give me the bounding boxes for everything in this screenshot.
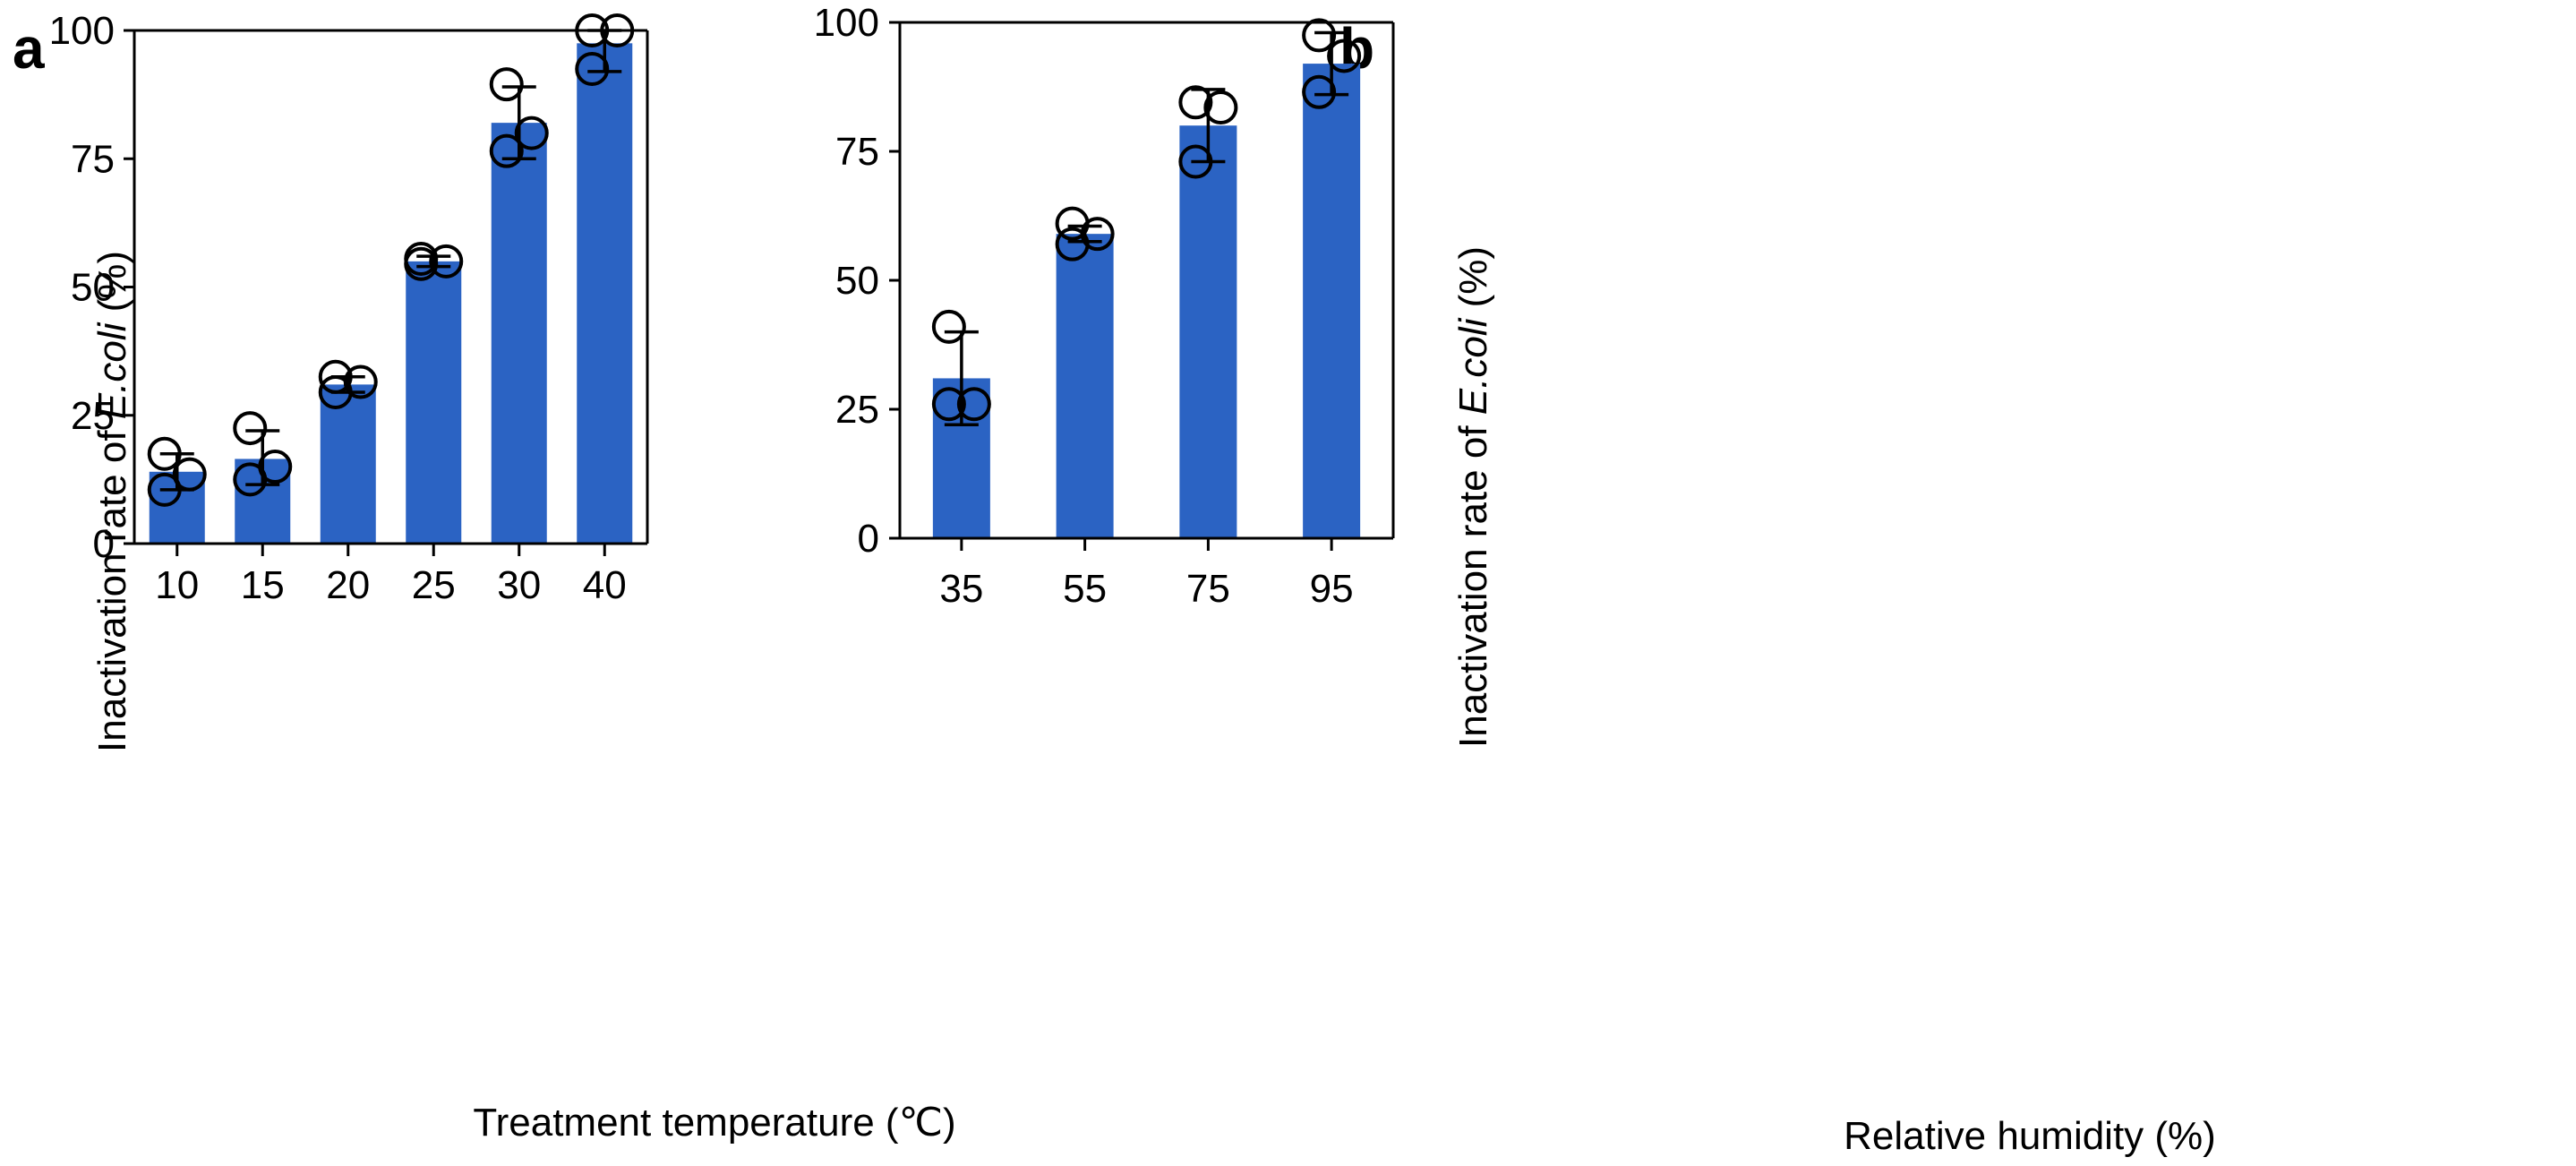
panel-b-x-tick-label-35: 35 bbox=[939, 567, 983, 611]
panel-b-y-tick-label-100: 100 bbox=[814, 1, 879, 45]
panel-a-point-30-3 bbox=[514, 116, 549, 150]
panel-a-bar-20 bbox=[320, 384, 376, 544]
panel-b-y-axis-label-italic: E.coli bbox=[1451, 317, 1495, 415]
panel-a-point-15-1 bbox=[233, 411, 268, 446]
panel-b-y-tick-label-50: 50 bbox=[835, 259, 879, 303]
panel-b-point-35-3 bbox=[956, 387, 991, 422]
panel-a-point-20-1 bbox=[318, 359, 353, 394]
panel-a-y-tick-label-100: 100 bbox=[49, 9, 115, 53]
panel-a-x-tick-label-20: 20 bbox=[326, 563, 370, 607]
panel-b-plot-area: 0 25 50 75 100 35 55 75 95 bbox=[814, 1, 1395, 611]
panel-a-bar-25 bbox=[406, 261, 462, 544]
panel-b-x-axis-label: Relative humidity (%) bbox=[1844, 1114, 2216, 1158]
panel-b-y-axis-label: Inactivation rate of E.coli (%) bbox=[1451, 246, 1495, 748]
panel-b-x-tick-label-75: 75 bbox=[1186, 567, 1230, 611]
panel-a-y-tick-label-75: 75 bbox=[71, 137, 115, 181]
panel-a-y-axis-label-suffix: (%) bbox=[90, 251, 134, 323]
panel-a-x-axis-label: Treatment temperature (℃) bbox=[473, 1101, 955, 1145]
panel-a-plot-area: 0 25 50 75 100 10 15 20 25 30 40 bbox=[49, 9, 649, 607]
panel-b-point-75-1 bbox=[1178, 85, 1213, 120]
panel-b-point-95-2 bbox=[1302, 74, 1337, 109]
panel-a-point-40-2 bbox=[575, 51, 610, 86]
panel-a-point-30-1 bbox=[489, 67, 524, 102]
panel-a: a 0 25 50 75 100 10 15 20 25 30 40 Treatment tempe… bbox=[13, 9, 956, 1145]
panel-b-y-tick-label-25: 25 bbox=[835, 388, 879, 432]
panel-b-point-55-3 bbox=[1080, 217, 1115, 252]
panel-b-y-tick-label-75: 75 bbox=[835, 130, 879, 174]
panel-b-point-95-1 bbox=[1302, 18, 1337, 53]
panel-b-x-tick-label-95: 95 bbox=[1310, 567, 1354, 611]
panel-a-point-30-2 bbox=[489, 133, 524, 168]
panel-a-bar-30 bbox=[491, 123, 547, 544]
panel-a-x-tick-label-40: 40 bbox=[583, 563, 627, 607]
panel-a-x-tick-label-15: 15 bbox=[241, 563, 285, 607]
panel-b-y-tick-label-0: 0 bbox=[858, 517, 879, 561]
panel-a-x-tick-label-10: 10 bbox=[155, 563, 199, 607]
panel-b-y-axis-label-suffix: (%) bbox=[1451, 246, 1495, 319]
panel-b-bar-95 bbox=[1303, 64, 1361, 538]
panel-a-letter: a bbox=[13, 16, 45, 81]
panel-b-y-axis-label-prefix: Inactivation rate of bbox=[1451, 415, 1495, 748]
panel-a-bar-40 bbox=[577, 43, 633, 544]
panel-a-y-tick-label-50: 50 bbox=[71, 266, 115, 310]
panel-b-point-35-1 bbox=[931, 309, 966, 344]
panel-a-y-axis-label-prefix: Inactivation rate of bbox=[90, 419, 134, 752]
panel-a-y-axis-label-italic: E.coli bbox=[90, 322, 134, 419]
panel-b-point-75-2 bbox=[1178, 144, 1213, 179]
panel-b-x-tick-label-55: 55 bbox=[1063, 567, 1107, 611]
panel-a-point-15-3 bbox=[258, 450, 293, 484]
panel-a-point-10-3 bbox=[172, 457, 207, 492]
panel-b-point-95-3 bbox=[1327, 39, 1362, 73]
panel-a-y-tick-label-25: 25 bbox=[71, 394, 115, 438]
panel-b-bar-55 bbox=[1056, 234, 1114, 538]
panel-a-point-25-2 bbox=[404, 246, 439, 281]
panel-a-y-axis-label: Inactivation rate of E.coli (%) bbox=[90, 251, 134, 752]
panel-b-point-75-3 bbox=[1203, 90, 1238, 125]
panel-a-x-tick-label-25: 25 bbox=[412, 563, 456, 607]
panel-b-bar-75 bbox=[1179, 125, 1237, 538]
panel-a-point-10-1 bbox=[147, 436, 182, 471]
panel-a-point-10-2 bbox=[147, 472, 182, 507]
panel-a-x-tick-label-30: 30 bbox=[497, 563, 541, 607]
panel-b-point-35-2 bbox=[931, 387, 966, 422]
panel-a-point-20-3 bbox=[343, 364, 378, 399]
panel-a-y-tick-label-0: 0 bbox=[93, 522, 115, 566]
panel-a-point-25-3 bbox=[429, 244, 464, 279]
